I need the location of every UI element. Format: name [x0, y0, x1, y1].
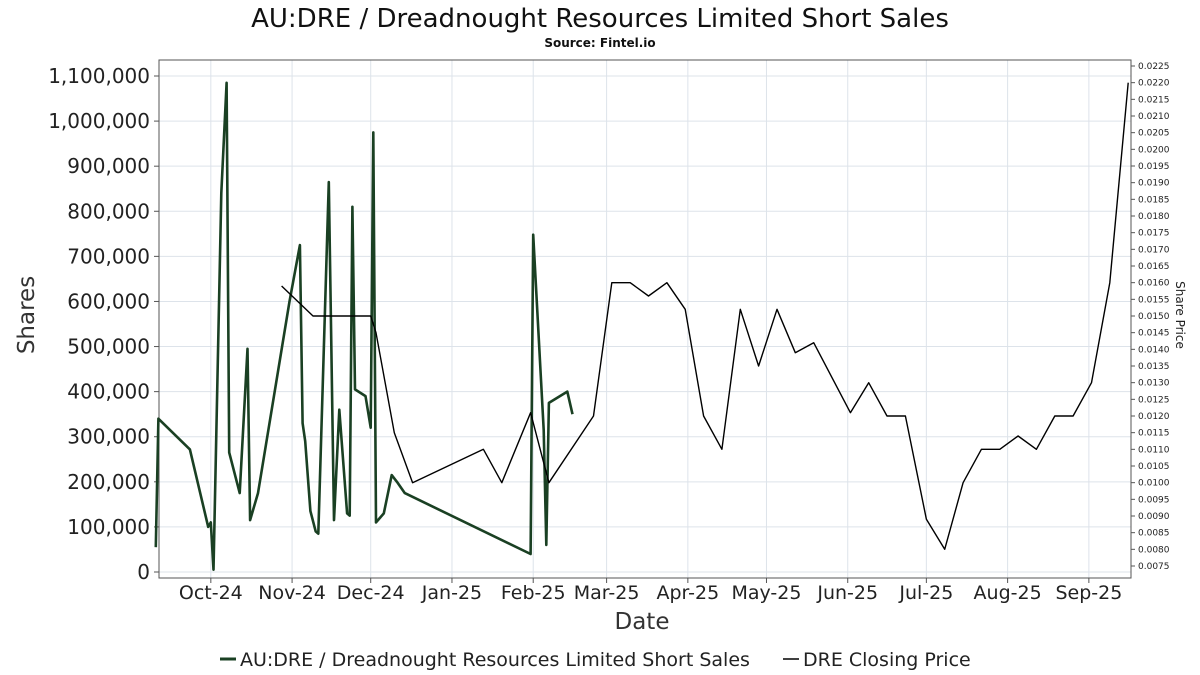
y-axis-label: Shares [14, 276, 40, 354]
gridlines [159, 60, 1131, 578]
right-tick-label: 0.0210 [1138, 112, 1170, 122]
left-tick-label: 800,000 [67, 199, 150, 223]
left-tick-label: 1,000,000 [48, 109, 150, 133]
x-axis-label: Date [615, 609, 670, 635]
legend: AU:DRE / Dreadnought Resources Limited S… [220, 649, 971, 671]
right-tick-label: 0.0225 [1138, 62, 1170, 72]
x-tick-label: Sep-25 [1055, 582, 1122, 604]
left-tick-label: 600,000 [67, 289, 150, 313]
left-tick-label: 0 [137, 560, 150, 584]
chart-title: AU:DRE / Dreadnought Resources Limited S… [251, 4, 949, 34]
x-tick-label: Dec-24 [337, 582, 405, 604]
legend-label-short-sales: AU:DRE / Dreadnought Resources Limited S… [240, 649, 750, 671]
left-tick-label: 200,000 [67, 470, 150, 494]
right-tick-label: 0.0215 [1138, 95, 1170, 105]
right-tick-label: 0.0175 [1138, 229, 1170, 239]
left-tick-label: 900,000 [67, 154, 150, 178]
chart-subtitle: Source: Fintel.io [544, 36, 655, 50]
x-tick-label: Aug-25 [974, 582, 1042, 604]
right-y-axis: 0.0075 0.0080 0.0085 0.0090 0.0095 0.0100 0.01… [1131, 62, 1170, 572]
right-tick-label: 0.0195 [1138, 162, 1170, 172]
right-tick-label: 0.0115 [1138, 429, 1170, 439]
left-tick-label: 700,000 [67, 244, 150, 268]
left-tick-label: 100,000 [67, 515, 150, 539]
right-tick-label: 0.0170 [1138, 245, 1170, 255]
x-tick-label: Oct-24 [179, 582, 243, 604]
series-line-closing-price [281, 82, 1129, 550]
x-tick-label: May-25 [731, 582, 801, 604]
series-lines [154, 81, 1129, 572]
right-tick-label: 0.0080 [1138, 545, 1170, 555]
right-tick-label: 0.0075 [1138, 562, 1170, 572]
left-y-axis: 0 100,000 200,000 300,000 400,000 500,000 600,… [48, 64, 159, 584]
right-tick-label: 0.0200 [1138, 145, 1170, 155]
right-tick-label: 0.0090 [1138, 512, 1170, 522]
right-tick-label: 0.0125 [1138, 395, 1170, 405]
legend-label-closing-price: DRE Closing Price [803, 649, 971, 671]
right-tick-label: 0.0165 [1138, 262, 1170, 272]
right-tick-label: 0.0110 [1138, 445, 1170, 455]
left-tick-label: 400,000 [67, 380, 150, 404]
right-tick-label: 0.0220 [1138, 79, 1170, 89]
right-tick-label: 0.0140 [1138, 345, 1170, 355]
left-tick-label: 1,100,000 [48, 64, 150, 88]
right-tick-label: 0.0145 [1138, 329, 1170, 339]
left-tick-label: 500,000 [67, 335, 150, 359]
right-tick-label: 0.0105 [1138, 462, 1170, 472]
x-tick-label: Feb-25 [501, 582, 566, 604]
right-tick-label: 0.0100 [1138, 479, 1170, 489]
right-tick-label: 0.0095 [1138, 495, 1170, 505]
x-tick-label: Apr-25 [657, 582, 720, 604]
plot-area [158, 59, 1132, 579]
left-tick-label: 300,000 [67, 425, 150, 449]
x-tick-label: Jul-25 [898, 582, 953, 604]
right-tick-label: 0.0150 [1138, 312, 1170, 322]
right-tick-label: 0.0190 [1138, 179, 1170, 189]
x-tick-label: Jan-25 [421, 582, 482, 604]
x-axis: Oct-24 Nov-24 Dec-24 Jan-25 Feb-25 Mar-25 Apr-… [179, 578, 1122, 604]
right-tick-label: 0.0160 [1138, 279, 1170, 289]
right-tick-label: 0.0120 [1138, 412, 1170, 422]
right-tick-label: 0.0205 [1138, 129, 1170, 139]
x-tick-label: Jun-25 [816, 582, 878, 604]
right-tick-label: 0.0085 [1138, 529, 1170, 539]
right-tick-label: 0.0185 [1138, 195, 1170, 205]
right-tick-label: 0.0135 [1138, 362, 1170, 372]
right-tick-label: 0.0130 [1138, 379, 1170, 389]
x-tick-label: Nov-24 [258, 582, 326, 604]
series-line-short-sales [154, 81, 574, 572]
right-tick-label: 0.0155 [1138, 295, 1170, 305]
y2-axis-label: Share Price [1173, 281, 1187, 349]
x-tick-label: Mar-25 [574, 582, 640, 604]
right-tick-label: 0.0180 [1138, 212, 1170, 222]
